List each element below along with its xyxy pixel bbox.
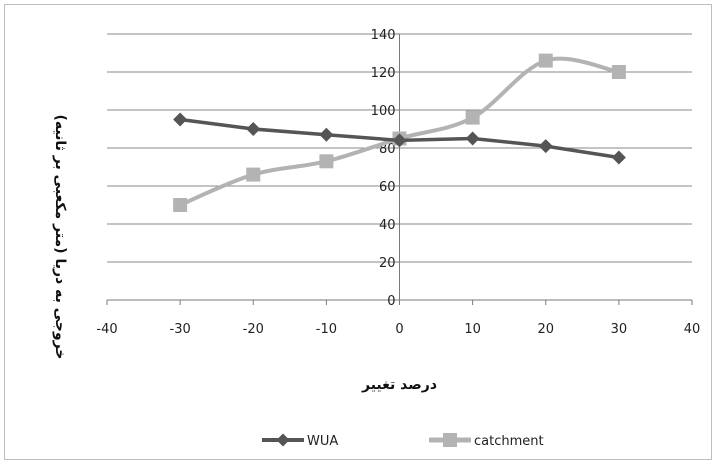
y-tick-label: 120	[371, 66, 396, 81]
data-point-catchment	[539, 54, 553, 68]
y-tick-label: 40	[379, 218, 396, 233]
x-tick-label: -40	[96, 322, 117, 337]
x-tick-label: 20	[537, 322, 554, 337]
x-axis-title: درصد تغییر	[361, 377, 437, 393]
legend-label: catchment	[474, 434, 544, 449]
x-tick-label: 10	[464, 322, 481, 337]
data-point-catchment	[246, 168, 260, 182]
y-tick-label: 140	[371, 28, 396, 43]
legend-item-catchment: catchment	[429, 433, 544, 449]
legend-swatch-square	[443, 433, 457, 447]
data-point-catchment	[173, 198, 187, 212]
y-tick-label: 20	[379, 256, 396, 271]
legend-item-wua: WUA	[262, 434, 338, 450]
data-point-wua	[612, 151, 626, 165]
data-point-catchment	[319, 154, 333, 168]
x-tick-label: -20	[243, 322, 264, 337]
data-point-wua	[539, 139, 553, 153]
legend: WUA catchment	[262, 433, 544, 449]
data-point-catchment	[612, 65, 626, 79]
x-tick-label: 40	[684, 322, 701, 337]
legend-label: WUA	[307, 434, 338, 449]
y-axis-title: خروجی به دریا (متر مکعبی بر ثانیه)	[52, 115, 68, 360]
data-point-wua	[466, 132, 480, 146]
y-tick-label: 0	[387, 294, 395, 309]
legend-swatch-diamond	[277, 434, 290, 447]
y-tick-label: 60	[379, 180, 396, 195]
x-tick-label: -10	[316, 322, 337, 337]
x-tick-label: -30	[170, 322, 191, 337]
data-point-catchment	[466, 111, 480, 125]
data-point-wua	[319, 128, 333, 142]
data-point-wua	[173, 113, 187, 127]
x-tick-label: 0	[395, 322, 403, 337]
x-tick-label: 30	[611, 322, 628, 337]
axes	[107, 34, 692, 305]
y-tick-label: 100	[371, 104, 396, 119]
data-point-wua	[246, 122, 260, 136]
